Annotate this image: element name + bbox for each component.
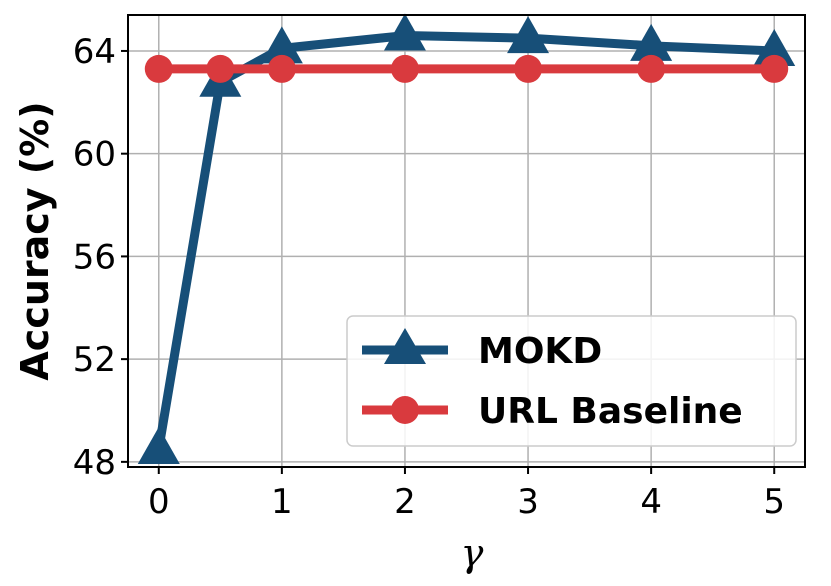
data-point-url-baseline xyxy=(760,54,789,83)
legend: MOKD URL Baseline xyxy=(346,315,797,447)
data-point-mokd xyxy=(383,13,426,51)
grid-lines xyxy=(128,15,805,467)
legend-marker-url-baseline xyxy=(391,396,419,424)
data-point-mokd xyxy=(260,26,303,64)
legend-marker-mokd xyxy=(384,328,426,364)
x-tick-label: 1 xyxy=(271,482,293,522)
series-url-baseline xyxy=(144,54,789,83)
y-axis-title: Accuracy (%) xyxy=(13,101,57,380)
legend-label-url-baseline: URL Baseline xyxy=(478,391,743,432)
data-point-mokd xyxy=(753,28,796,66)
series-layer xyxy=(137,13,796,465)
x-tick-label: 0 xyxy=(148,482,170,522)
legend-box xyxy=(346,315,797,447)
y-tick-label: 56 xyxy=(73,237,116,277)
y-tick-label: 52 xyxy=(73,340,116,380)
x-tick-label: 2 xyxy=(394,482,416,522)
axis-ticks: 0 1 2 3 4 5 48 52 56 60 64 xyxy=(73,32,785,522)
data-point-url-baseline xyxy=(144,54,173,83)
y-tick-label: 60 xyxy=(73,135,116,175)
plot-frame xyxy=(127,14,806,468)
x-tick-label: 5 xyxy=(763,482,785,522)
data-point-url-baseline xyxy=(637,54,666,83)
x-tick-label: 4 xyxy=(640,482,662,522)
data-point-url-baseline xyxy=(514,54,543,83)
legend-label-mokd: MOKD xyxy=(478,331,602,372)
x-axis-title: γ xyxy=(461,531,484,575)
data-point-mokd xyxy=(630,23,673,61)
y-tick-label: 48 xyxy=(73,443,116,483)
data-point-mokd xyxy=(507,16,550,54)
data-point-url-baseline xyxy=(206,54,235,83)
x-tick-label: 3 xyxy=(517,482,539,522)
data-point-url-baseline xyxy=(390,54,419,83)
y-tick-label: 64 xyxy=(73,32,116,72)
data-point-url-baseline xyxy=(267,54,296,83)
data-point-mokd xyxy=(137,427,180,465)
